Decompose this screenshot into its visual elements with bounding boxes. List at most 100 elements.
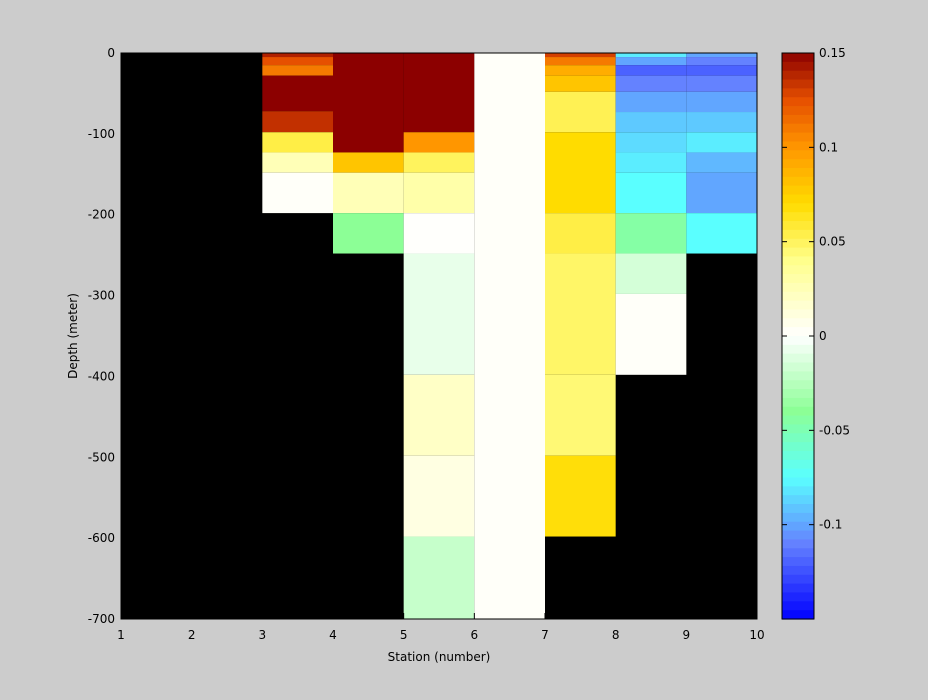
colorbar-band [782, 300, 814, 311]
heatmap-cell [262, 172, 333, 214]
colorbar-band [782, 327, 814, 337]
heatmap-cell [686, 112, 757, 133]
y-tick-label: -500 [88, 450, 115, 464]
heatmap-cell [686, 132, 757, 153]
colorbar-band [782, 203, 814, 213]
colorbar-band [782, 548, 814, 558]
heatmap-cell [333, 213, 404, 254]
colorbar-band [782, 106, 814, 116]
y-tick-label: -100 [88, 127, 115, 141]
y-tick-label: -700 [88, 612, 115, 626]
colorbar-band [782, 477, 814, 487]
colorbar-band [782, 512, 814, 523]
colorbar-band [782, 79, 814, 89]
colorbar-tick-label: 0.05 [819, 235, 846, 249]
heatmap-cell [686, 213, 757, 254]
colorbar-band [782, 380, 814, 390]
heatmap-cell [333, 172, 404, 214]
colorbar-band [782, 265, 814, 275]
heatmap-cell [403, 132, 475, 153]
colorbar-band [782, 539, 814, 549]
heatmap-cell [474, 53, 545, 619]
colorbar-band [782, 495, 814, 505]
heatmap-cell [615, 172, 687, 214]
heatmap-cell [403, 213, 475, 254]
heatmap-cell [615, 75, 687, 92]
heatmap-cell [403, 374, 475, 456]
colorbar-band [782, 123, 814, 134]
heatmap-cell [545, 53, 616, 58]
colorbar-tick-label: 0.1 [819, 140, 838, 154]
x-tick-label: 8 [612, 628, 620, 642]
x-tick-label: 10 [749, 628, 764, 642]
colorbar-band [782, 97, 814, 107]
colorbar-band [782, 344, 814, 355]
colorbar-band [782, 229, 814, 240]
heatmap-cell [262, 152, 333, 173]
colorbar-band [782, 371, 814, 381]
colorbar-band [782, 167, 814, 178]
colorbar-band [782, 247, 814, 258]
x-tick-label: 4 [329, 628, 337, 642]
x-axis-label: Station (number) [388, 650, 491, 664]
colorbar-band [782, 221, 814, 231]
heatmap-cell [333, 152, 404, 173]
colorbar-band [782, 521, 814, 532]
colorbar-band [782, 353, 814, 364]
heatmap-cell [262, 75, 333, 112]
colorbar-tick-label: -0.1 [819, 518, 842, 532]
colorbar-band [782, 150, 814, 160]
heatmap-cell [403, 172, 475, 214]
heatmap-cell [403, 253, 475, 375]
heatmap-cell [545, 374, 616, 456]
heatmap-cell [333, 53, 404, 153]
colorbar-band [782, 583, 814, 594]
colorbar-band [782, 176, 814, 187]
heatmap-cell [262, 132, 333, 153]
heatmap-cell [615, 91, 687, 113]
x-tick-label: 5 [400, 628, 408, 642]
heatmap-cell [262, 57, 333, 66]
colorbar-band [782, 362, 814, 372]
heatmap-cell [615, 112, 687, 133]
heatmap-cell [615, 53, 687, 58]
colorbar-band [782, 433, 814, 443]
heatmap-cell [615, 152, 687, 173]
heatmap-cell [686, 65, 757, 76]
colorbar-band [782, 70, 814, 81]
colorbar-band [782, 141, 814, 151]
colorbar-band [782, 132, 814, 143]
y-tick-label: 0 [107, 46, 115, 60]
y-tick-label: -200 [88, 208, 115, 222]
heatmap-cell [615, 65, 687, 76]
heatmap-cell [545, 132, 616, 214]
colorbar-band [782, 565, 814, 576]
heatmap-cell [686, 75, 757, 92]
colorbar-tick-label: -0.05 [819, 423, 850, 437]
heatmap-cell [545, 75, 616, 92]
heatmap-cell [262, 65, 333, 76]
colorbar-tick-label: 0 [819, 329, 827, 343]
colorbar-band [782, 610, 814, 620]
heatmap-cell [403, 53, 475, 133]
x-tick-label: 1 [117, 628, 125, 642]
colorbar-band [782, 442, 814, 452]
heatmap-cell [403, 152, 475, 173]
colorbar-band [782, 459, 814, 470]
heatmap-cell [615, 253, 687, 294]
colorbar-band [782, 88, 814, 98]
colorbar-band [782, 159, 814, 169]
colorbar-band [782, 424, 814, 434]
heatmap-cell [545, 213, 616, 254]
heatmap-cell [403, 536, 475, 619]
heatmap-cell [686, 53, 757, 58]
x-tick-label: 6 [471, 628, 479, 642]
colorbar: 0.15 0.1 0.05 0 -0.05 -0.1 [781, 46, 850, 620]
heatmap-cell [545, 455, 616, 537]
y-tick-label: -300 [88, 289, 115, 303]
heatmap-cell [262, 53, 333, 58]
colorbar-band [782, 274, 814, 284]
heatmap-cell [686, 57, 757, 66]
colorbar-band [782, 592, 814, 602]
